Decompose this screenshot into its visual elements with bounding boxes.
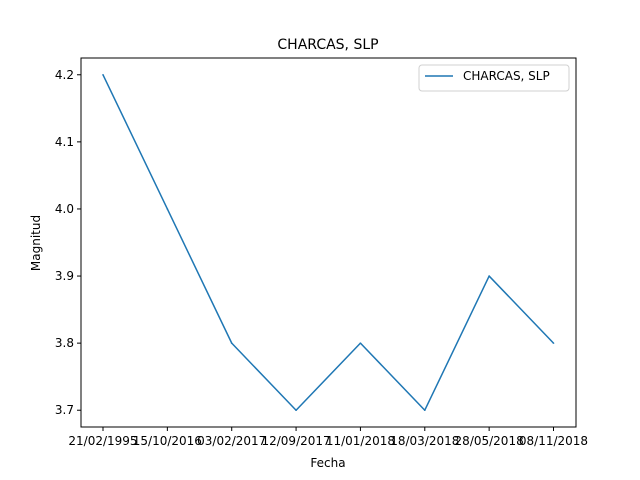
data-point [552, 342, 555, 344]
data-point [359, 342, 362, 344]
x-tick-label: 18/03/2018 [390, 434, 459, 448]
data-point [102, 73, 104, 76]
plot-area: 3.7 3.8 3.9 4.0 4.1 4.2 21/02/199515/10/201603… [55, 57, 588, 448]
data-point [166, 208, 169, 210]
data-point [230, 342, 233, 344]
series-line [102, 74, 555, 411]
y-tick-label: 3.9 [55, 269, 74, 283]
axes-frame [80, 57, 577, 428]
x-tick-label: 08/11/2018 [519, 434, 588, 448]
legend-entry-label: CHARCAS, SLP [463, 69, 550, 83]
x-tick-label: 28/05/2018 [455, 434, 524, 448]
y-tick-label: 3.8 [55, 336, 74, 350]
x-axis-label: Fecha [310, 456, 345, 470]
legend: CHARCAS, SLP [418, 64, 570, 92]
legend-frame [418, 64, 570, 92]
y-tick-label: 4.0 [55, 202, 74, 216]
y-tick-label: 4.2 [55, 68, 74, 82]
y-tick-label: 3.7 [55, 403, 74, 417]
chart-title: CHARCAS, SLP [277, 37, 378, 53]
x-tick-label: 03/02/2017 [197, 434, 266, 448]
y-axis-label: Magnitud [29, 215, 43, 271]
data-point [295, 409, 297, 412]
data-point [423, 409, 426, 412]
x-tick-label: 15/10/2016 [133, 434, 202, 448]
x-tick-label: 21/02/1995 [68, 434, 137, 448]
x-tick-label: 11/01/2018 [326, 434, 395, 448]
x-tick-label: 12/09/2017 [261, 434, 330, 448]
data-point [488, 275, 490, 277]
y-tick-label: 4.1 [55, 135, 74, 149]
